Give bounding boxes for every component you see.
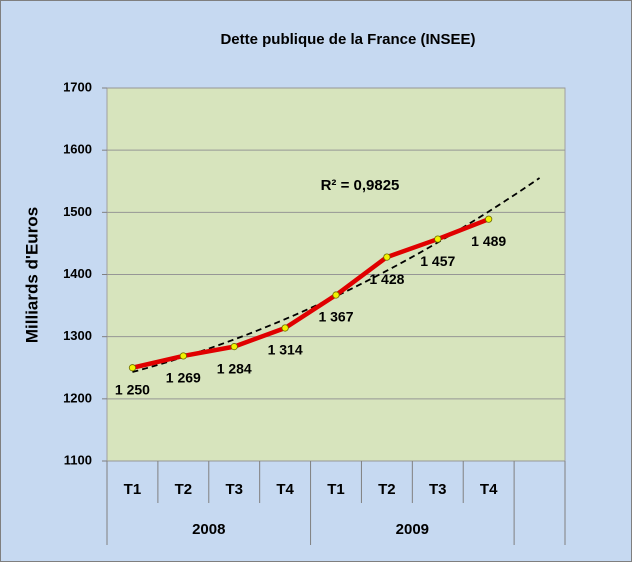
data-label: 1 489 xyxy=(471,233,506,249)
data-point xyxy=(128,364,137,372)
x-tick-label: T1 xyxy=(327,481,345,498)
data-label: 1 367 xyxy=(318,309,353,325)
data-point xyxy=(179,352,187,360)
data-label: 1 457 xyxy=(420,253,455,269)
data-label: 1 250 xyxy=(115,381,150,397)
annotation: R² = 0,9825 xyxy=(321,177,400,194)
y-tick-label: 1200 xyxy=(63,390,92,405)
chart-title: Dette publique de la France (INSEE) xyxy=(220,31,475,48)
series-line xyxy=(131,217,490,370)
y-tick-label: 1600 xyxy=(63,142,92,157)
data-point xyxy=(434,235,442,243)
x-tick-label: T1 xyxy=(124,481,142,498)
y-tick-label: 1400 xyxy=(63,266,92,281)
data-label: 1 269 xyxy=(166,370,201,386)
y-axis-title: Milliards d'Euros xyxy=(22,207,41,343)
x-tick-label: T4 xyxy=(480,481,498,498)
data-point xyxy=(485,215,493,223)
y-tick-label: 1300 xyxy=(63,328,92,343)
x-tick-label: T2 xyxy=(378,481,396,498)
data-point xyxy=(281,324,289,332)
data-point xyxy=(332,291,340,299)
data-label: 1 428 xyxy=(369,271,404,287)
y-tick-label: 1100 xyxy=(64,452,92,467)
x-tick-label: T3 xyxy=(429,481,447,498)
x-tick-label: T3 xyxy=(225,481,243,498)
y-tick-label: 1700 xyxy=(63,79,92,94)
x-tick-label: T4 xyxy=(276,481,294,498)
data-label: 1 314 xyxy=(268,342,303,358)
group-label: 2008 xyxy=(192,521,225,538)
x-tick-label: T2 xyxy=(175,481,193,498)
data-point xyxy=(230,343,238,351)
y-tick-label: 1500 xyxy=(63,204,92,219)
data-point xyxy=(383,253,391,261)
group-label: 2009 xyxy=(396,521,429,538)
data-label: 1 284 xyxy=(217,360,252,376)
